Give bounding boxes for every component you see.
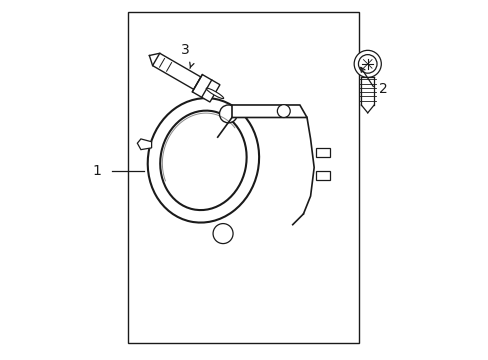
Circle shape — [353, 50, 381, 77]
Ellipse shape — [147, 98, 259, 222]
Circle shape — [213, 224, 233, 244]
Bar — [128, 12, 358, 342]
Text: 1: 1 — [93, 164, 102, 178]
Polygon shape — [192, 75, 220, 102]
Polygon shape — [231, 105, 306, 117]
Polygon shape — [315, 171, 329, 180]
Polygon shape — [137, 139, 151, 150]
Ellipse shape — [206, 88, 223, 99]
Ellipse shape — [160, 111, 246, 210]
Circle shape — [277, 105, 290, 117]
Text: 2: 2 — [378, 82, 387, 96]
Polygon shape — [152, 53, 201, 89]
Polygon shape — [315, 148, 329, 157]
Text: 3: 3 — [181, 43, 189, 57]
Circle shape — [358, 55, 376, 73]
Circle shape — [219, 105, 237, 123]
